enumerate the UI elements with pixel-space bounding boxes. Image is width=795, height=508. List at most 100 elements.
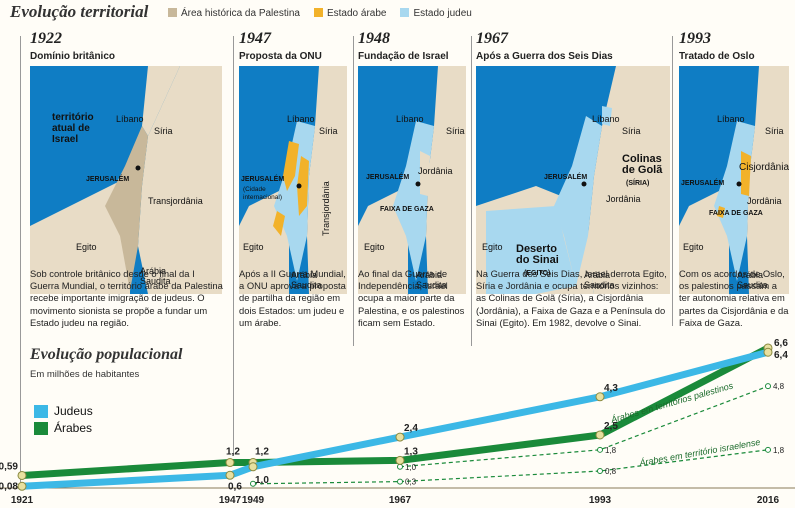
x-tick-label-1921: 1921 — [11, 495, 34, 506]
x-tick-label-1993: 1993 — [589, 495, 612, 506]
map-label-jordania: Jordânia — [418, 166, 453, 176]
x-tick-label-2016: 2016 — [757, 495, 780, 506]
map-label-libano: Líbano — [116, 114, 144, 124]
legend-swatch-jewish — [400, 8, 410, 17]
population-subtitle: Em milhões de habitantes — [30, 369, 140, 380]
map-label-arabia: Arábia Saudita — [140, 266, 171, 286]
map-label-jerusalem: JERUSALÉM — [366, 174, 410, 181]
timeline-line-1947 — [233, 36, 234, 456]
data-point-1-0 — [17, 470, 27, 480]
map-label-gaza: FAIXA DE GAZA — [709, 210, 763, 217]
data-point-0-3 — [395, 432, 405, 442]
map-label-arabia: Arábia Saudita — [416, 270, 447, 290]
map-label-arabia: Arábia Saudita — [291, 270, 322, 290]
map-label-israel-note: território atual de Israel — [52, 112, 94, 145]
panel-description: Ao final da Guerra de Independência, Isr… — [358, 268, 465, 328]
map-label-sinai: Deserto do Sinai — [516, 243, 559, 266]
data-label-1-5: 6,6 — [774, 338, 788, 349]
map-label-siria: Síria — [622, 126, 641, 136]
panel-subtitle: Proposta da ONU — [239, 51, 322, 62]
data-point-3-2 — [597, 468, 603, 475]
map-1948-shapes — [358, 66, 466, 294]
series-line-1 — [21, 344, 770, 479]
map-label-siria: Síria — [319, 126, 338, 136]
map-1947-shapes — [239, 66, 347, 294]
data-label-0-2: 1,0 — [255, 475, 269, 486]
data-label-0-5: 6,4 — [774, 350, 788, 361]
map-label-egito: Egito — [482, 242, 503, 252]
map-1967-shapes — [476, 66, 670, 294]
data-point-3-0 — [250, 480, 256, 487]
timeline-line-1948 — [353, 36, 354, 346]
panel-description: Com os acordos de Oslo, os palestinos pa… — [679, 268, 789, 328]
series-line-2 — [399, 385, 769, 468]
map-label-jordania: Jordânia — [747, 196, 782, 206]
map-1922-shapes — [30, 66, 222, 294]
panel-subtitle: Após a Guerra dos Seis Dias — [476, 51, 613, 62]
legend-item-historic: Área histórica da Palestina — [168, 8, 300, 19]
legend-item-arab-state: Estado árabe — [313, 8, 386, 19]
data-point-3-1 — [397, 478, 403, 485]
data-label-3-3: 1,8 — [773, 446, 785, 455]
panel-year: 1993 — [679, 30, 711, 47]
panel-description: Na Guerra dos Seis Dias, Israel derrota … — [476, 268, 667, 328]
data-label-0-4: 4,3 — [604, 383, 618, 394]
data-label-0-3: 2,4 — [404, 423, 418, 434]
legend-swatch-arab — [313, 8, 323, 17]
data-point-0-1 — [225, 470, 235, 480]
population-title: Evolução populacional — [30, 346, 183, 363]
panel-subtitle: Fundação de Israel — [358, 51, 449, 62]
panel-subtitle: Tratado de Oslo — [679, 51, 755, 62]
map-label-jordania: Jordânia — [606, 194, 641, 204]
data-label-0-0: 0,08 — [0, 481, 18, 492]
series-line-3 — [252, 449, 769, 485]
map-label-sinai-note: (EGITO) — [524, 270, 551, 277]
map-label-jerusalem: JERUSALÉM — [544, 174, 588, 181]
map-label-libano: Líbano — [396, 114, 424, 124]
data-label-1-1: 1,2 — [226, 447, 240, 458]
map-1948: Líbano Síria JERUSALÉM Jordânia FAIXA DE… — [358, 66, 466, 294]
data-label-2-2: 4,8 — [773, 382, 785, 391]
map-label-siria: Síria — [446, 126, 465, 136]
map-label-libano: Líbano — [287, 114, 315, 124]
legend-label-judeus: Judeus — [54, 404, 93, 418]
data-label-3-1: 0,3 — [405, 478, 417, 487]
map-label-libano: Líbano — [717, 114, 745, 124]
x-tick-label-1947: 1947 — [219, 495, 242, 506]
data-point-1-1 — [225, 458, 235, 468]
timeline-line-1993 — [672, 36, 673, 326]
map-label-arabia: Arábia Saudita — [584, 270, 615, 290]
map-1993: Líbano Síria JERUSALÉM Cisjordânia FAIXA… — [679, 66, 789, 294]
data-label-2-0: 1,0 — [405, 463, 417, 472]
legend-swatch-arabes — [34, 421, 48, 435]
panel-year: 1922 — [30, 30, 62, 47]
panel-subtitle: Domínio britânico — [30, 51, 115, 62]
map-label-libano: Líbano — [592, 114, 620, 124]
series-line-0 — [21, 348, 769, 490]
data-label-3-2: 0,8 — [605, 467, 617, 476]
map-label-siria: Síria — [154, 126, 173, 136]
map-label-transjordania: Transjordânia — [148, 196, 203, 206]
legend-item-jewish-state: Estado judeu — [400, 8, 472, 19]
legend-swatch-historic — [168, 8, 177, 17]
data-label-0-1: 0,6 — [228, 481, 242, 492]
legend-arabes: Árabes — [34, 421, 92, 435]
data-point-2-0 — [397, 463, 403, 470]
data-point-0-0 — [17, 481, 27, 491]
data-label-2-1: 1,8 — [605, 446, 617, 455]
timeline-line-1922 — [20, 36, 21, 482]
map-label-jerusalem: JERUSALÉM — [681, 180, 725, 187]
data-point-1-3 — [395, 455, 405, 465]
map-label-egito: Egito — [76, 242, 97, 252]
map-label-cisjordania: Cisjordânia — [739, 162, 789, 173]
map-label-jerusalem: JERUSALÉM — [241, 176, 285, 183]
map-label-egito: Egito — [243, 242, 264, 252]
x-tick-label-1949: 1949 — [242, 495, 265, 506]
map-1947: Líbano Síria JERUSALÉM (Cidade internaci… — [239, 66, 347, 294]
map-1922: território atual de Israel Líbano Síria … — [30, 66, 222, 294]
data-label-1-3: 1,3 — [404, 446, 418, 457]
map-1967: Líbano Síria JERUSALÉM Colinas de Golã (… — [476, 66, 670, 294]
territory-legend: Área histórica da Palestina Estado árabe… — [168, 8, 472, 19]
data-point-3-3 — [765, 446, 771, 453]
